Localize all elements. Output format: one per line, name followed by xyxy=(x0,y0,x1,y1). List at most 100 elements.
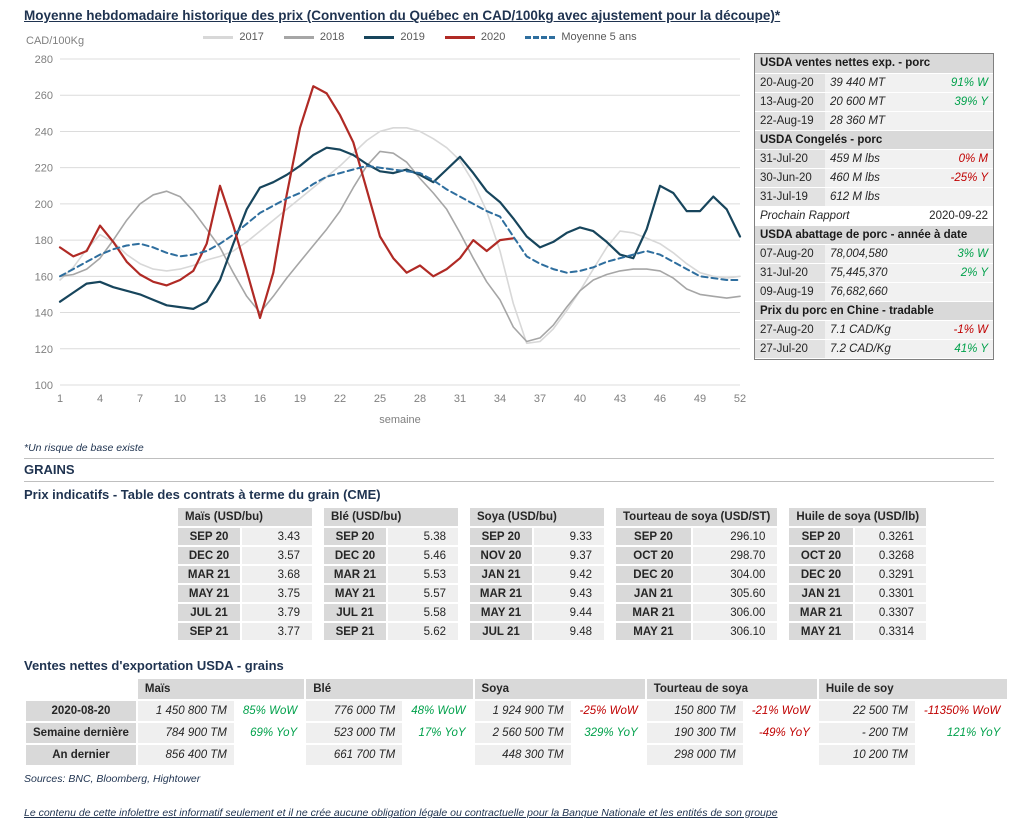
disclaimer-link[interactable]: Le contenu de cette infolettre est infor… xyxy=(24,807,778,819)
contract-table-title: Soya (USD/bu) xyxy=(470,508,604,526)
exports-row: An dernier 856 400 TM 661 700 TM 448 300 TM… xyxy=(26,745,1008,765)
svg-text:100: 100 xyxy=(35,380,53,392)
svg-text:13: 13 xyxy=(214,393,226,405)
exports-value: 190 300 TM xyxy=(646,723,743,743)
legend-label: Moyenne 5 ans xyxy=(561,31,637,43)
stats-change xyxy=(924,282,993,302)
contract-row: SEP 21 3.77 xyxy=(178,623,312,640)
stats-row: 07-Aug-20 78,004,580 3% W xyxy=(755,244,993,264)
contract-row: JUL 21 9.48 xyxy=(470,623,604,640)
svg-text:40: 40 xyxy=(574,393,586,405)
contract-month: MAY 21 xyxy=(470,604,532,621)
usda-export-sales: Maïs Blé Soya Tourteau de soya Huile de soy 2… xyxy=(24,677,1008,767)
svg-text:semaine: semaine xyxy=(379,414,421,426)
contract-table: Tourteau de soya (USD/ST) SEP 20 296.10 OCT… xyxy=(614,506,779,642)
contract-row: DEC 20 3.57 xyxy=(178,547,312,564)
exports-value: - 200 TM xyxy=(818,723,915,743)
stats-date: 09-Aug-19 xyxy=(755,282,825,302)
series-2018 xyxy=(59,150,741,343)
svg-text:31: 31 xyxy=(454,393,466,405)
contract-month: JUL 21 xyxy=(178,604,240,621)
stats-section-header: Prix du porc en Chine - tradable xyxy=(755,301,993,321)
contract-row: OCT 20 298.70 xyxy=(616,547,778,564)
legend-label: 2020 xyxy=(480,31,506,43)
stats-value: 7.1 CAD/Kg xyxy=(825,320,925,340)
stats-value: 20 600 MT xyxy=(825,92,925,112)
svg-text:260: 260 xyxy=(35,90,53,102)
legend-label: 2019 xyxy=(400,31,425,43)
contract-month: DEC 20 xyxy=(324,547,386,564)
stats-value: 460 M lbs xyxy=(825,168,925,188)
contract-row: DEC 20 0.3291 xyxy=(789,566,927,583)
stats-change: 41% Y xyxy=(924,339,993,359)
contract-month: DEC 20 xyxy=(616,566,691,583)
contract-row: SEP 20 296.10 xyxy=(616,528,778,545)
contract-price: 0.3291 xyxy=(854,566,927,583)
contract-month: MAR 21 xyxy=(616,604,691,621)
contract-table: Blé (USD/bu) SEP 20 5.38 DEC 20 5.46 MAR 21 5.… xyxy=(322,506,460,642)
exports-change: -49% YoY xyxy=(744,723,817,743)
exports-value: 784 900 TM xyxy=(137,723,234,743)
svg-text:7: 7 xyxy=(137,393,143,405)
contract-price: 298.70 xyxy=(692,547,778,564)
contract-price: 306.00 xyxy=(692,604,778,621)
contract-month: JUL 21 xyxy=(470,623,532,640)
svg-text:28: 28 xyxy=(414,393,426,405)
contract-table-title: Blé (USD/bu) xyxy=(324,508,458,526)
stats-row: 27-Aug-20 7.1 CAD/Kg -1% W xyxy=(755,320,993,340)
stats-date: 13-Aug-20 xyxy=(755,92,825,112)
contract-row: JAN 21 305.60 xyxy=(616,585,778,602)
stats-change xyxy=(924,111,993,131)
svg-text:1: 1 xyxy=(57,393,63,405)
stats-value: 75,445,370 xyxy=(825,263,925,283)
contract-price: 9.43 xyxy=(534,585,604,602)
contract-price: 5.62 xyxy=(388,623,458,640)
contract-month: JAN 21 xyxy=(616,585,691,602)
stats-change: 2% Y xyxy=(924,263,993,283)
contract-row: MAR 21 0.3307 xyxy=(789,604,927,621)
contract-table: Soya (USD/bu) SEP 20 9.33 NOV 20 9.37 JAN 21 9… xyxy=(468,506,606,642)
svg-text:220: 220 xyxy=(35,163,53,175)
exports-row-label: An dernier xyxy=(26,745,136,765)
contract-price: 9.42 xyxy=(534,566,604,583)
exports-col-header: Huile de soy xyxy=(818,679,1008,699)
exports-change: 69% YoY xyxy=(235,723,305,743)
stats-change: 3% W xyxy=(924,244,993,264)
contract-row: SEP 20 5.38 xyxy=(324,528,458,545)
svg-text:43: 43 xyxy=(614,393,626,405)
exports-value: 448 300 TM xyxy=(474,745,571,765)
contract-price: 5.46 xyxy=(388,547,458,564)
svg-text:180: 180 xyxy=(35,235,53,247)
svg-text:140: 140 xyxy=(35,308,53,320)
contract-month: JAN 21 xyxy=(789,585,853,602)
svg-text:240: 240 xyxy=(35,126,53,138)
contract-row: MAR 21 9.43 xyxy=(470,585,604,602)
contract-price: 3.57 xyxy=(242,547,312,564)
contract-table: Huile de soya (USD/lb) SEP 20 0.3261 OCT 20… xyxy=(787,506,928,642)
exports-col-header: Blé xyxy=(306,679,473,699)
legend-item-2018: 2018 xyxy=(283,31,344,43)
contract-month: MAY 21 xyxy=(789,623,853,640)
stats-date: 31-Jul-20 xyxy=(755,149,825,169)
divider xyxy=(24,458,994,459)
contract-month: SEP 21 xyxy=(178,623,240,640)
contract-row: SEP 20 9.33 xyxy=(470,528,604,545)
svg-text:52: 52 xyxy=(734,393,746,405)
legend-item-moyenne-5-ans: Moyenne 5 ans xyxy=(525,31,637,43)
exports-col-header: Tourteau de soya xyxy=(646,679,817,699)
contract-price: 0.3261 xyxy=(854,528,927,545)
contract-month: JUL 21 xyxy=(324,604,386,621)
stats-section-header: USDA ventes nettes exp. - porc xyxy=(755,54,993,74)
stats-value: 39 440 MT xyxy=(825,73,925,93)
exports-change: 17% YoY xyxy=(404,723,473,743)
contract-price: 304.00 xyxy=(692,566,778,583)
exports-value: 10 200 TM xyxy=(818,745,915,765)
contract-row: JUL 21 3.79 xyxy=(178,604,312,621)
stats-date: 20-Aug-20 xyxy=(755,73,825,93)
contract-price: 0.3301 xyxy=(854,585,927,602)
contract-price: 9.48 xyxy=(534,623,604,640)
stats-date: 22-Aug-19 xyxy=(755,111,825,131)
contract-row: MAY 21 0.3314 xyxy=(789,623,927,640)
chart-header: CAD/100Kg 2017 2018 2019 2020 Moyenne 5 ans xyxy=(24,25,746,51)
